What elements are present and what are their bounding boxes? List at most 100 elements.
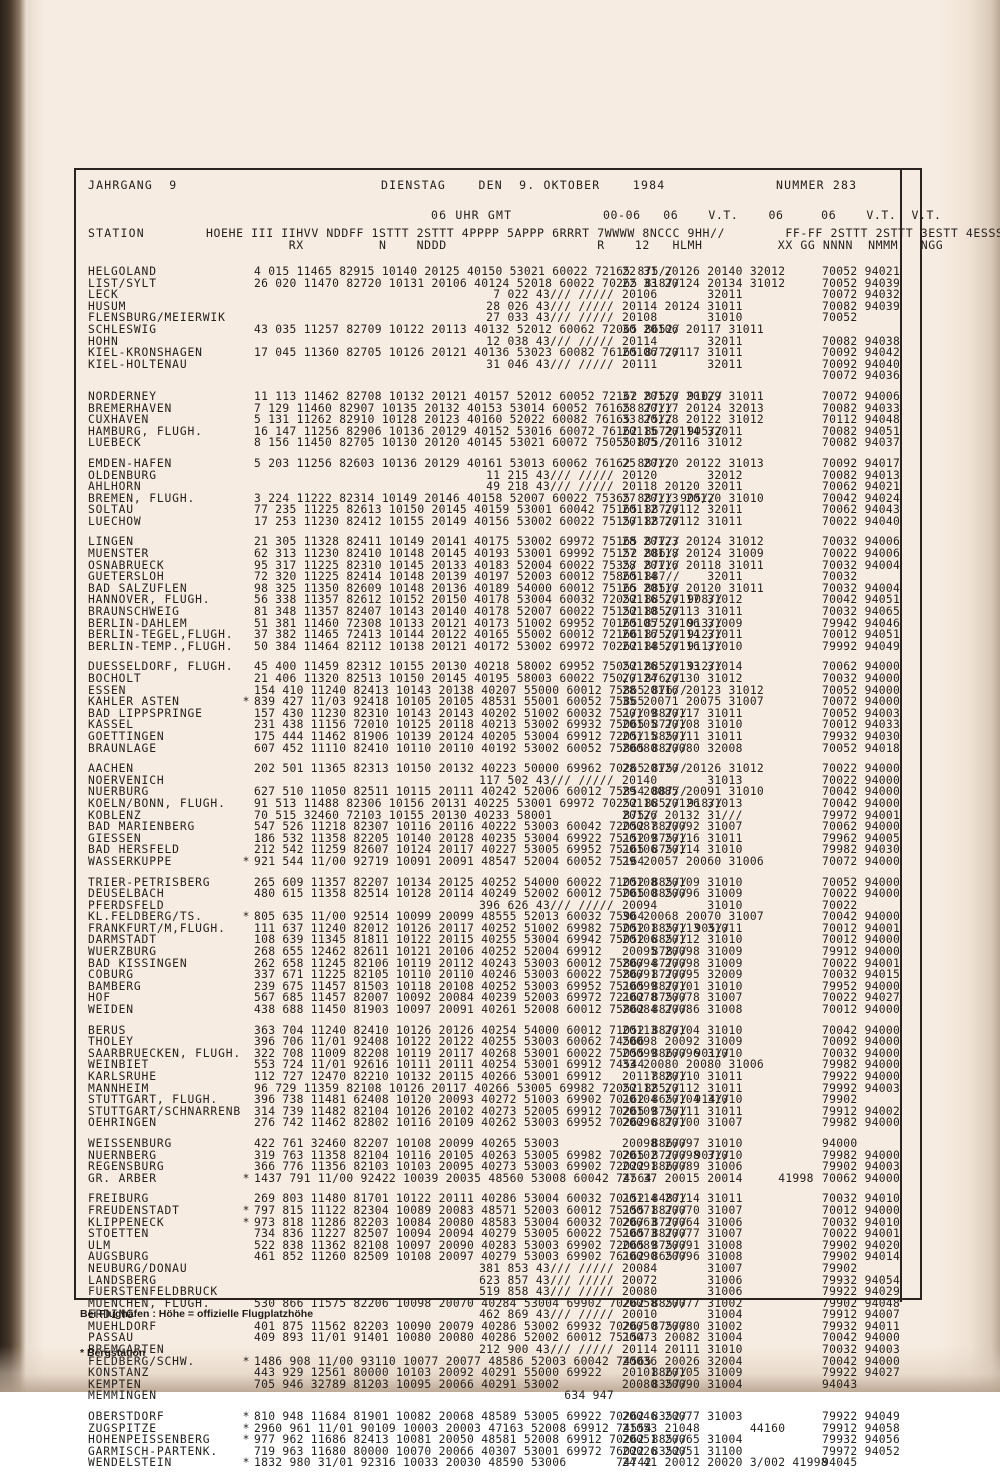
synop-code-groups: 797 815 11122 82304 10089 20083 48571 52… [254, 1205, 614, 1217]
table-row: STOETTEN 734 836 11227 82507 10094 20094 … [76, 1228, 924, 1240]
precip-snow-code-groups: 70032 94003 [822, 1344, 922, 1356]
station-name: GARMISCH-PARTENK. [88, 1446, 238, 1458]
table-row: BRAUNLAGE 607 452 11110 82410 10110 20110… [76, 743, 924, 755]
station-name: KARLSRUHE [88, 1071, 238, 1083]
synop-code-groups: 438 688 11450 81903 10097 20091 40261 52… [254, 1004, 614, 1016]
synop-code-groups: 607 452 11110 82410 10110 20110 40192 53… [254, 743, 614, 755]
table-row: KOELN/BONN, FLUGH.91 513 11488 82306 101… [76, 798, 924, 810]
precip-snow-code-groups: 70092 94042 [822, 347, 922, 359]
synop-code-groups: 5 203 11256 82603 10136 20129 40161 5301… [254, 458, 614, 470]
precip-snow-code-groups: 70082 94037 [822, 437, 922, 449]
book-gutter-inner [26, 0, 44, 1392]
station-name: BRAUNLAGE [88, 743, 238, 755]
mountain-station-marker: * [240, 856, 252, 868]
station-name: OBERSTDORF [88, 1411, 238, 1423]
synop-code-groups: 634 947 [254, 1390, 614, 1402]
precip-snow-code-groups: 79902 [822, 1263, 922, 1275]
footnote-mountain-station: * Bergstation [80, 1347, 313, 1360]
synop-code-groups: 734 836 11227 82507 10094 20094 40279 53… [254, 1228, 614, 1240]
station-group: DUESSELDORF, FLUGH.45 400 11459 82312 10… [76, 661, 924, 754]
climate-code-groups: 20071 20070 31007 [622, 1205, 822, 1217]
mountain-station-marker: * [240, 696, 252, 708]
climate-code-groups: 20115 20111 31011 [622, 731, 822, 743]
synop-code-groups: 276 742 11462 82802 10116 20109 40262 53… [254, 1117, 614, 1129]
climate-code-groups: 22 31 20126 20140 32012 [622, 266, 822, 278]
climate-code-groups: 24 41 20012 20020 3/002 41998 [622, 1457, 822, 1469]
synop-code-groups: 49 218 43/// ///// [254, 481, 614, 493]
climate-code-groups: 20095 20098 31009 [622, 946, 822, 958]
synop-code-groups: 480 615 11358 82514 10128 20114 40249 52… [254, 888, 614, 900]
book-gutter-shadow [0, 0, 26, 1392]
station-group: OBERSTDORF*810 948 11684 81901 10082 200… [76, 1411, 924, 1469]
climate-code-groups: 29 20057 20060 31006 [622, 856, 822, 868]
station-name: GR. ARBER [88, 1173, 238, 1185]
synop-code-groups: 1437 791 11/00 92422 10039 20035 48560 5… [254, 1173, 614, 1185]
observation-time-label: 06 UHR GMT [431, 208, 512, 222]
precip-snow-code-groups: 79912 94000 [822, 946, 922, 958]
precip-snow-code-groups: 70022 94000 [822, 763, 922, 775]
station-name: MEMMINGEN [88, 1390, 238, 1402]
table-row: DEUSELBACH 480 615 11358 82514 10128 2011… [76, 888, 924, 900]
precip-snow-code-groups: 70052 [822, 312, 922, 324]
precip-snow-code-groups: 70012 94000 [822, 1004, 922, 1016]
mountain-station-marker: * [240, 911, 252, 923]
climate-code-groups: 20114 20111 31010 [622, 1344, 822, 1356]
climate-code-groups: 20091 20089 31006 [622, 1161, 822, 1173]
mountain-station-marker: * [240, 1217, 252, 1229]
station-name: FREUDENSTADT [88, 1205, 238, 1217]
station-name: AHLHORN [88, 481, 238, 493]
table-row: AHLHORN 49 218 43/// ///// 20118 20120 320… [76, 481, 924, 493]
climate-code-groups: 20114 20116 31010 [622, 641, 822, 653]
table-row: FREUDENSTADT*797 815 11122 82304 10089 2… [76, 1205, 924, 1217]
synop-code-groups: 202 501 11365 82313 10150 20132 40223 50… [254, 763, 614, 775]
synop-code-groups: 17 253 11230 82412 10155 20149 40156 530… [254, 516, 614, 528]
station-name: EMDEN-HAFEN [88, 458, 238, 470]
climate-code-groups: 20096 20100 31007 [622, 1117, 822, 1129]
synop-code-groups: 91 513 11488 82306 10156 20131 40225 530… [254, 798, 614, 810]
mountain-station-marker: * [240, 1205, 252, 1217]
climate-code-groups: 20106 20117 31011 [622, 347, 822, 359]
table-row: 70072 94036 [76, 370, 924, 382]
synop-code-groups: 422 761 32460 82207 10108 20099 40265 53… [254, 1138, 614, 1150]
table-row: WENDELSTEIN*1832 980 31/01 92316 10033 2… [76, 1457, 924, 1469]
footnotes: Bei Flughäfen : Höhe = offizielle Flugpl… [80, 1282, 313, 1373]
station-name: BAD MARIENBERG [88, 821, 238, 833]
table-row: GR. ARBER*1437 791 11/00 92422 10039 200… [76, 1173, 924, 1185]
precip-snow-code-groups: 70022 94006 [822, 548, 922, 560]
table-row: EMDEN-HAFEN 5 203 11256 82603 10136 20129… [76, 458, 924, 470]
precip-snow-code-groups: 94043 [822, 1379, 922, 1391]
mountain-station-marker: * [240, 1411, 252, 1423]
station-name: HOHENPEISSENBERG [88, 1434, 238, 1446]
climate-code-groups: 27 37 20015 20014 41998 [622, 1173, 822, 1185]
station-name: BERLIN-TEMP.,FLUGH. [88, 641, 238, 653]
precip-snow-code-groups: 70052 94021 [822, 266, 922, 278]
synop-code-groups: 17 045 11360 82705 10126 20121 40136 530… [254, 347, 614, 359]
station-name: DEUSELBACH [88, 888, 238, 900]
mountain-station-marker: * [240, 1173, 252, 1185]
station-column-header: STATION [88, 226, 145, 240]
precip-snow-code-groups: 70062 94000 [822, 1173, 922, 1185]
footnote-airport-altitude: Bei Flughäfen : Höhe = offizielle Flugpl… [80, 1308, 313, 1321]
synop-code-groups: 719 963 11680 80000 10070 20066 40307 53… [254, 1446, 614, 1458]
station-name: WENDELSTEIN [88, 1457, 238, 1469]
station-name: STOETTEN [88, 1228, 238, 1240]
climate-code-groups: 20073 20077 31007 [622, 1228, 822, 1240]
climate-code-groups: 20118 20120 32011 [622, 481, 822, 493]
table-row: BERLIN-TEMP.,FLUGH.50 384 11464 82112 10… [76, 641, 924, 653]
climate-code-groups: 20080 31006 [622, 1286, 822, 1298]
synop-code-groups: 11 113 11462 82708 10132 20121 40157 520… [254, 391, 614, 403]
synop-code-groups: 268 655 12462 82611 10121 20106 40252 52… [254, 946, 614, 958]
page-edge-right [940, 0, 1000, 1392]
